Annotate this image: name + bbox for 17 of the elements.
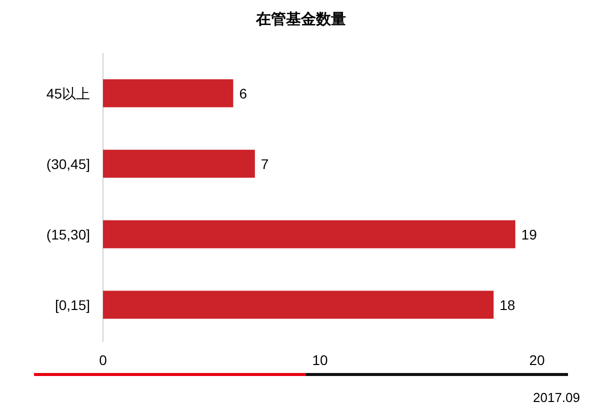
- bar: [103, 220, 516, 248]
- bar: [103, 290, 494, 319]
- y-tick-label: 45以上: [46, 85, 90, 102]
- x-tick-label: 10: [312, 352, 328, 368]
- y-tick-label: (15,30]: [46, 226, 90, 242]
- text: 2017.09: [533, 390, 580, 405]
- bar: [103, 79, 234, 108]
- bar: [103, 150, 255, 178]
- chart-title: 在管基金数量: [255, 11, 346, 28]
- data-label: 18: [500, 296, 516, 313]
- y-tick-label: (30,45]: [46, 156, 90, 172]
- data-label: 6: [239, 85, 248, 102]
- x-tick-label: 20: [529, 352, 545, 368]
- x-tick-label: 0: [99, 352, 108, 368]
- data-label: 19: [521, 226, 538, 242]
- data-label: 7: [260, 156, 269, 172]
- y-tick-label: [0,15]: [54, 296, 90, 313]
